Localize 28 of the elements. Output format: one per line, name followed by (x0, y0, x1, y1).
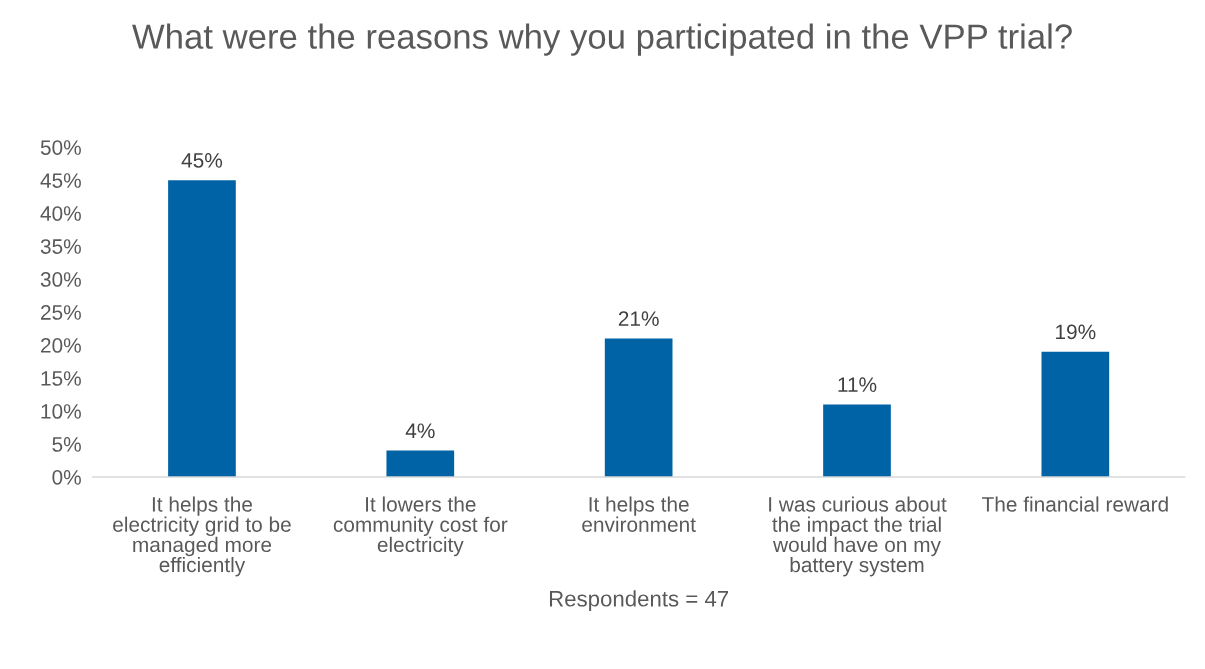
x-tick-label: The financial reward (982, 496, 1168, 512)
x-tick-label: It lowers the community cost for electricity (333, 496, 508, 557)
y-tick-label: 30% (40, 272, 81, 287)
y-tick-label: 50% (40, 140, 81, 155)
y-tick-label: 0% (52, 470, 81, 485)
y-tick-label: 45% (40, 173, 81, 188)
y-tick-label: 35% (40, 239, 81, 254)
x-tick-label: It helps the environment (582, 496, 696, 532)
y-tick-label: 25% (41, 305, 81, 320)
y-tick-label: 10% (41, 404, 81, 419)
y-tick-label: 5% (52, 437, 81, 452)
x-axis-title: Respondents = 47 (549, 590, 729, 611)
chart-title: What were the reasons why you participated in the VPP trial? (132, 23, 1072, 56)
x-tick-label: I was curious about the impact the trial would have on my battery system (769, 496, 947, 577)
y-tick-label: 15% (41, 371, 81, 386)
bar (386, 450, 455, 477)
data-label: 19% (1056, 324, 1096, 340)
data-label: 4% (405, 423, 435, 439)
y-tick-label: 40% (40, 206, 81, 221)
data-label: 21% (618, 311, 659, 326)
x-tick-label: It helps the electricity grid to be managed more efficiently (113, 496, 291, 577)
y-tick-label: 20% (41, 338, 81, 353)
data-label: 45% (181, 153, 223, 168)
bar (168, 180, 236, 477)
bar (604, 338, 673, 477)
data-label: 11% (838, 377, 877, 392)
bar (1041, 351, 1110, 477)
bar (823, 404, 891, 477)
